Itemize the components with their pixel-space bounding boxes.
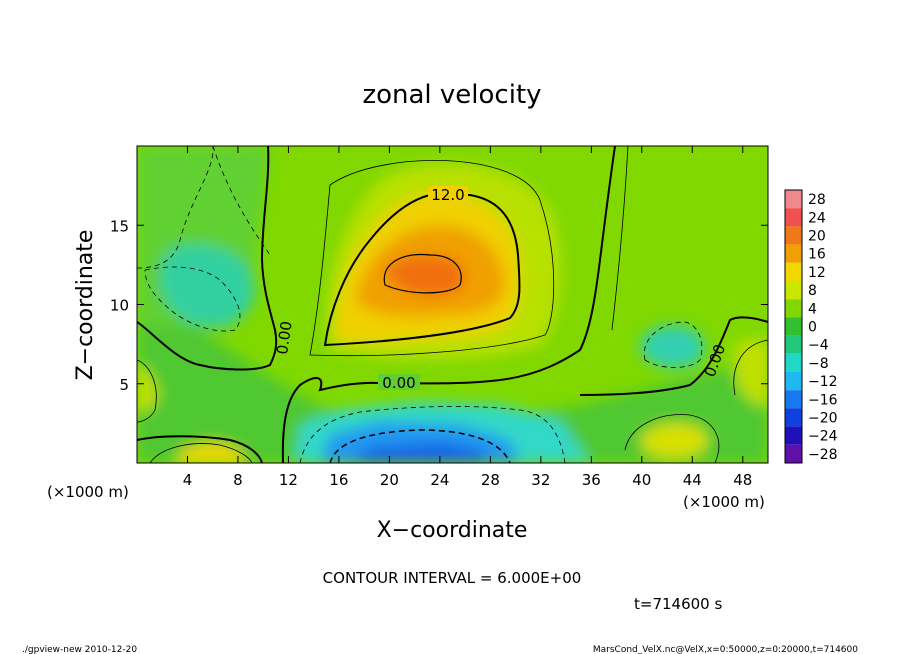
contour-label-bg-12 — [428, 186, 468, 202]
plot-area — [137, 146, 768, 463]
colorbar-label: −12 — [808, 374, 838, 390]
contour-zero-left — [137, 146, 278, 371]
colorbar-label: 0 — [808, 320, 817, 336]
x-tick-label: 24 — [430, 471, 449, 489]
field-region-cyan-right — [640, 325, 706, 369]
colorbar-swatch — [785, 262, 802, 281]
field-region-darkblue-bottom — [350, 443, 490, 463]
contour-6-right-thin — [611, 146, 629, 331]
y-tick-label: 15 — [110, 217, 129, 235]
colorbar-label: 16 — [808, 247, 826, 263]
contour-6-bottom-left — [149, 443, 253, 463]
contour-interval-text: CONTOUR INTERVAL = 6.000E+00 — [323, 569, 582, 587]
x-tick-label: 48 — [733, 471, 752, 489]
x-unit-left: (×1000 m) — [47, 483, 129, 501]
colorbar-swatch — [785, 281, 802, 300]
contour-minus6-right-loop — [643, 321, 703, 368]
colorbar-label: −8 — [808, 356, 829, 372]
time-text: t=714600 s — [634, 595, 722, 613]
contour-6-left-edge — [137, 359, 157, 423]
x-axis: 4 8 12 16 20 24 28 32 36 40 44 48 — [183, 146, 752, 489]
x-tick-label: 16 — [329, 471, 348, 489]
footer-right: MarsCond_VelX.nc@VelX,x=0:50000,z=0:2000… — [593, 645, 858, 654]
field-region-cyan-left — [159, 244, 256, 327]
contour-12-outer — [323, 194, 521, 347]
colorbar-label: −28 — [808, 447, 838, 463]
colorbar-label: −24 — [808, 429, 838, 445]
colorbar-swatch — [785, 226, 802, 245]
y-tick-label: 10 — [110, 297, 129, 315]
colorbar-label: 12 — [808, 265, 826, 281]
colorbar-label: 28 — [808, 192, 826, 208]
x-tick-label: 40 — [632, 471, 651, 489]
contour-label-12: 12.0 — [431, 186, 464, 204]
contour-minus6-loop — [144, 266, 241, 332]
contour-6-inner — [309, 160, 555, 357]
colorbar-label: 4 — [808, 301, 817, 317]
contour-18-core — [383, 253, 462, 294]
colorbar-swatch — [785, 335, 802, 354]
contour-6-right-edge — [733, 339, 768, 396]
contour-label-zero-middle: 0.00 — [382, 374, 415, 392]
field-region-yellow-bottom-right — [640, 422, 709, 458]
contour-lines — [137, 146, 768, 463]
colorbar-label: 8 — [808, 283, 817, 299]
footer-left: ./gpview-new 2010-12-20 — [22, 645, 137, 654]
colorbar: 28 24 20 16 12 8 4 0 −4 −8 −12 −16 −20 −24 −28 — [784, 189, 838, 464]
contour-zero-right — [579, 316, 768, 396]
colorbar-swatch — [785, 190, 802, 209]
colorbar-swatch — [785, 317, 802, 336]
contour-label-zero-left: 0.00 — [273, 320, 295, 356]
colorbar-label: 20 — [808, 229, 826, 245]
colorbar-swatch — [785, 408, 802, 427]
y-axis-label: Z−coordinate — [73, 230, 98, 381]
contour-minus6-left — [137, 146, 271, 269]
colorbar-swatch — [785, 353, 802, 372]
y-tick-label: 5 — [119, 376, 129, 394]
chart-title: zonal velocity — [362, 80, 541, 110]
x-tick-label: 12 — [279, 471, 298, 489]
x-unit-right: (×1000 m) — [683, 493, 765, 511]
colorbar-swatch — [785, 208, 802, 227]
colorbar-label: 24 — [808, 210, 826, 226]
colorbar-label: −16 — [808, 392, 838, 408]
contour-zero-middle — [281, 146, 616, 463]
x-axis-label: X−coordinate — [377, 518, 528, 543]
contour-zero-bottom-left — [137, 435, 263, 463]
colorbar-swatch — [785, 244, 802, 263]
x-tick-label: 36 — [582, 471, 601, 489]
contour-minus6-bottom — [299, 406, 566, 463]
field-region-deep-orange-core — [385, 255, 466, 296]
colorbar-label: −20 — [808, 411, 838, 427]
x-tick-label: 8 — [233, 471, 243, 489]
field-region-yellowgreen-right — [735, 339, 768, 406]
colorbar-swatch — [785, 299, 802, 318]
x-tick-label: 20 — [380, 471, 399, 489]
x-tick-label: 28 — [481, 471, 500, 489]
colorbar-swatch — [785, 426, 802, 445]
colorbar-swatch — [785, 444, 802, 463]
contour-minus12-bottom — [329, 429, 511, 463]
y-axis: 5 10 15 — [110, 217, 768, 394]
x-tick-label: 4 — [183, 471, 193, 489]
x-tick-label: 32 — [531, 471, 550, 489]
colorbar-label: −4 — [808, 338, 829, 354]
field-region-yellowgreen-left — [137, 365, 160, 412]
field-region-lower-green — [137, 300, 768, 463]
x-tick-label: 44 — [683, 471, 702, 489]
color-field — [137, 146, 768, 463]
contour-label-bg-middle — [378, 374, 420, 390]
contour-6-bottom-right — [624, 414, 720, 463]
colorbar-swatch — [785, 372, 802, 391]
colorbar-frame — [784, 189, 803, 464]
colorbar-swatch — [785, 390, 802, 409]
